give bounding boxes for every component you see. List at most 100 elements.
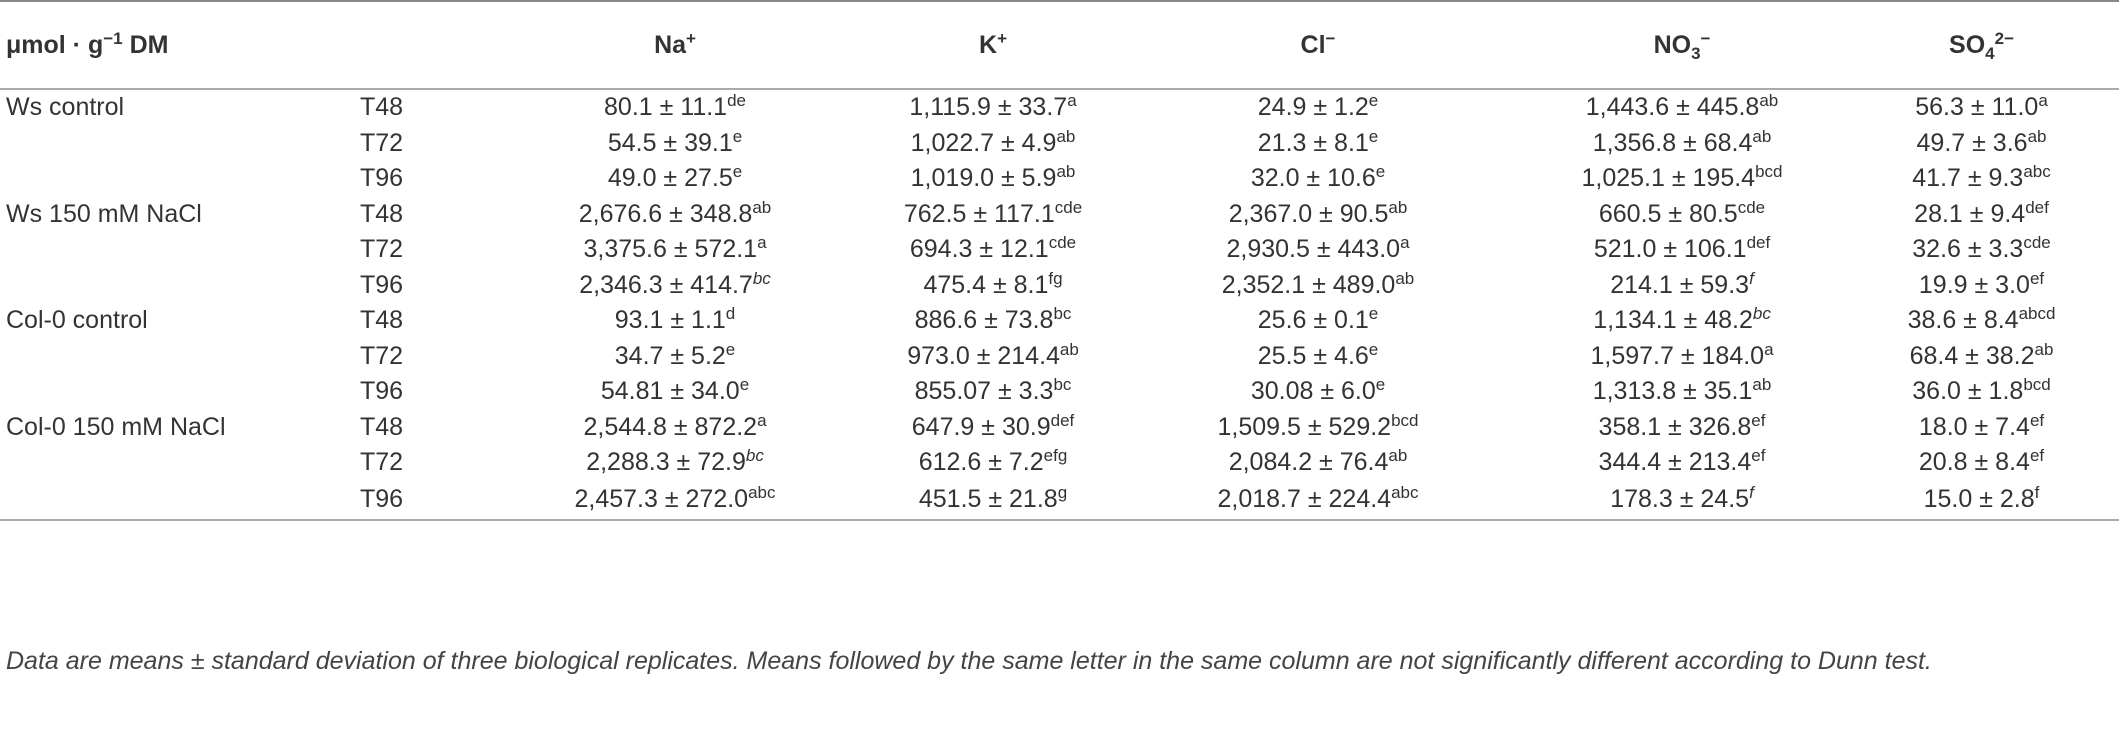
value-cell: 41.7 ± 9.3abc (1844, 161, 2119, 197)
table-row: Ws control T48 80.1 ± 11.1de 1,115.9 ± 33.7… (0, 89, 2119, 126)
significance-letters: ab (1752, 375, 1772, 395)
value-cell: 358.1 ± 326.8ef (1520, 410, 1844, 446)
value-text: 2,084.2 ± 76.4 (1228, 448, 1389, 477)
time-label: T96 (360, 377, 404, 406)
significance-letters: a (757, 410, 767, 430)
value-text: 344.4 ± 213.4 (1598, 448, 1752, 477)
header-text: 3 (1691, 43, 1701, 63)
significance-letters: ef (2029, 446, 2045, 466)
value-text: 762.5 ± 117.1 (903, 199, 1055, 228)
significance-letters: def (1746, 233, 1771, 253)
value-text: 93.1 ± 1.1 (614, 306, 726, 335)
value-text: 2,457.3 ± 272.0 (574, 485, 749, 513)
value-cell: 34.7 ± 5.2e (480, 339, 870, 375)
group-label: Col-0 control (6, 306, 148, 335)
value-cell: 2,676.6 ± 348.8ab (480, 197, 870, 233)
significance-letters: ab (1059, 339, 1079, 359)
value-cell: 973.0 ± 214.4ab (870, 339, 1116, 375)
significance-letters: a (1067, 91, 1077, 111)
value-cell: 1,356.8 ± 68.4ab (1520, 126, 1844, 162)
value-text: 647.9 ± 30.9 (911, 412, 1051, 441)
column-header: Cl− (1116, 0, 1521, 90)
significance-letters: ef (1751, 410, 1766, 430)
value-text: 521.0 ± 106.1 (1593, 235, 1747, 264)
value-cell: 762.5 ± 117.1cde (870, 197, 1116, 233)
significance-letters: ab (1752, 126, 1772, 146)
value-text: 214.1 ± 59.3 (1610, 270, 1750, 299)
header-text: − (1700, 28, 1711, 48)
value-cell: 178.3 ± 24.5f (1520, 480, 1845, 521)
value-cell: 2,084.2 ± 76.4ab (1116, 445, 1520, 481)
value-cell: 25.5 ± 4.6e (1116, 339, 1520, 375)
significance-letters: e (1368, 126, 1379, 146)
value-cell: 56.3 ± 11.0a (1844, 89, 2119, 126)
value-text: 19.9 ± 3.0 (1918, 270, 2030, 299)
value-cell: 1,313.8 ± 35.1ab (1520, 374, 1844, 410)
time-label: T96 (360, 480, 481, 521)
significance-letters: bc (1752, 304, 1771, 324)
time-label: T48 (360, 412, 404, 441)
value-text: 694.3 ± 12.1 (909, 235, 1049, 264)
value-text: 2,346.3 ± 414.7 (579, 270, 753, 299)
value-cell: 54.81 ± 34.0e (480, 374, 870, 410)
significance-letters: ab (1388, 446, 1408, 466)
value-text: 36.0 ± 1.8 (1912, 377, 2024, 406)
group-label (0, 126, 360, 162)
table-row: T96 54.81 ± 34.0e 855.07 ± 3.3bc 30.08 ± 6.… (0, 374, 2119, 410)
value-text: 1,025.1 ± 195.4 (1581, 164, 1756, 193)
significance-letters: e (725, 339, 736, 359)
significance-letters: ab (1056, 162, 1076, 182)
significance-letters: a (1764, 339, 1774, 359)
header-text: + (997, 28, 1008, 48)
table-row: T96 49.0 ± 27.5e 1,019.0 ± 5.9ab 32.0 ± 10.… (0, 161, 2119, 197)
time-label: T72 (360, 235, 404, 264)
significance-letters: cde (1054, 197, 1083, 217)
header-text: DM (122, 30, 169, 59)
footnote: Data are means ± standard deviation of t… (6, 647, 1932, 675)
significance-letters: e (1368, 339, 1379, 359)
value-cell: 28.1 ± 9.4def (1844, 197, 2119, 233)
group-label: Ws control (6, 93, 125, 122)
value-text: 1,443.6 ± 445.8 (1585, 93, 1760, 122)
value-text: 2,367.0 ± 90.5 (1228, 199, 1389, 228)
significance-letters: fg (1048, 268, 1063, 288)
value-cell: 2,352.1 ± 489.0ab (1116, 268, 1520, 304)
value-text: 38.6 ± 8.4 (1907, 306, 2019, 335)
value-cell: 214.1 ± 59.3f (1520, 268, 1844, 304)
value-text: 178.3 ± 24.5 (1610, 485, 1750, 513)
value-cell: 20.8 ± 8.4ef (1844, 445, 2119, 481)
data-table: μmol · g−1 DM Na+ K+ Cl− NO3− SO42− Ws contro… (0, 0, 2119, 521)
header-text: μmol · g (6, 30, 104, 59)
group-label (0, 232, 360, 268)
table-row: Col-0 control T48 93.1 ± 1.1d 886.6 ± 73.8b… (0, 303, 2119, 339)
group-label (0, 445, 360, 481)
significance-letters: abc (1391, 483, 1419, 502)
value-cell: 36.0 ± 1.8bcd (1844, 374, 2119, 410)
value-text: 28.1 ± 9.4 (1914, 199, 2026, 228)
value-cell: 93.1 ± 1.1d (480, 303, 870, 339)
value-text: 612.6 ± 7.2 (918, 448, 1044, 477)
value-cell: 1,115.9 ± 33.7a (870, 89, 1116, 126)
significance-letters: efg (1043, 446, 1068, 466)
significance-letters: d (725, 304, 736, 324)
value-cell: 521.0 ± 106.1def (1520, 232, 1844, 268)
significance-letters: g (1057, 483, 1068, 502)
value-text: 54.5 ± 39.1 (607, 128, 733, 157)
value-cell: 30.08 ± 6.0e (1116, 374, 1520, 410)
value-text: 886.6 ± 73.8 (914, 306, 1054, 335)
value-cell: 2,367.0 ± 90.5ab (1116, 197, 1520, 233)
column-header: SO42− (1844, 0, 2119, 90)
significance-letters: bcd (1391, 410, 1419, 430)
value-cell: 54.5 ± 39.1e (480, 126, 870, 162)
value-text: 973.0 ± 214.4 (907, 341, 1060, 370)
significance-letters: abc (748, 483, 776, 502)
value-cell: 1,134.1 ± 48.2bc (1520, 303, 1844, 339)
significance-letters: ef (1751, 446, 1766, 466)
header-text: K (979, 30, 998, 59)
header-text: −1 (103, 28, 123, 48)
value-text: 1,022.7 ± 4.9 (910, 128, 1057, 157)
value-cell: 68.4 ± 38.2ab (1844, 339, 2119, 375)
significance-letters: bc (752, 268, 771, 288)
value-text: 2,018.7 ± 224.4 (1217, 485, 1392, 513)
value-text: 2,288.3 ± 72.9 (586, 448, 746, 477)
